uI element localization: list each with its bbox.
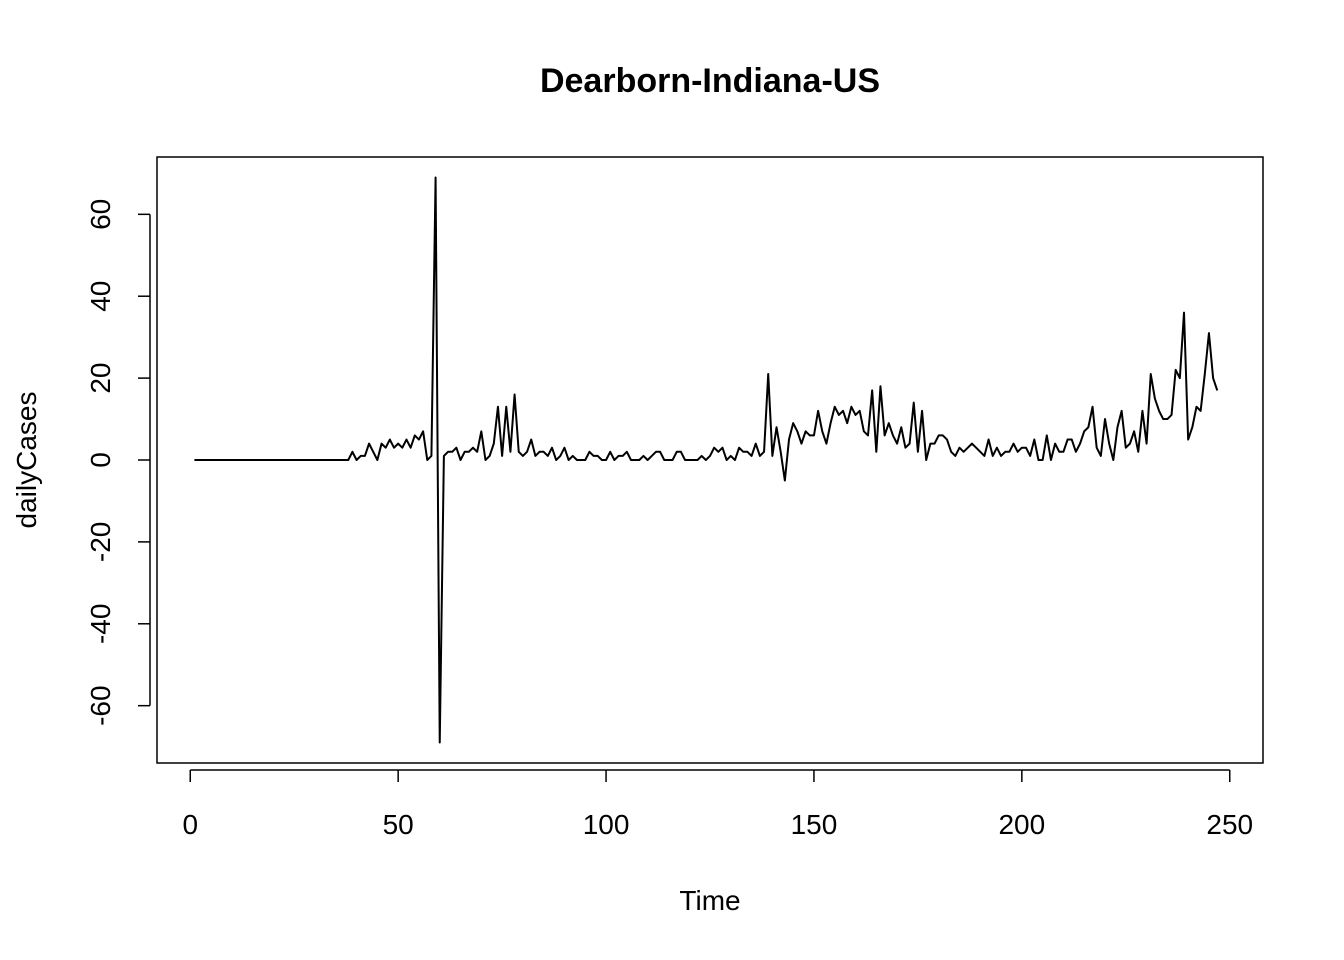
y-tick-label: 20 <box>85 363 116 394</box>
x-tick-label: 0 <box>182 809 198 840</box>
y-axis-label: dailyCases <box>11 392 42 529</box>
y-tick-label: -40 <box>85 604 116 644</box>
y-tick-label: 0 <box>85 452 116 468</box>
chart-title: Dearborn-Indiana-US <box>540 62 880 100</box>
y-tick-label: -20 <box>85 522 116 562</box>
y-tick-label: 40 <box>85 281 116 312</box>
x-tick-label: 150 <box>791 809 838 840</box>
series-line-daily-cases <box>194 176 1219 744</box>
x-axis-label: Time <box>679 885 740 916</box>
y-tick-label: 60 <box>85 199 116 230</box>
x-axis: 0 50 100 150 200 250 <box>182 769 1253 840</box>
y-tick-label: -60 <box>85 685 116 725</box>
plot-frame <box>156 156 1264 764</box>
y-axis: -60 -40 -20 0 20 40 60 <box>85 199 151 726</box>
x-tick-label: 250 <box>1206 809 1253 840</box>
x-tick-label: 100 <box>583 809 630 840</box>
x-tick-label: 200 <box>998 809 1045 840</box>
x-tick-label: 50 <box>383 809 414 840</box>
